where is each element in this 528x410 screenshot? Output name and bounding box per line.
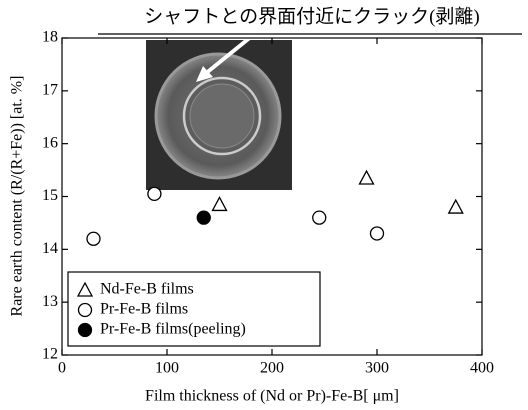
x-tick-label: 200: [260, 360, 284, 377]
marker-triangle: [447, 198, 464, 214]
legend-label: Nd-Fe-B films: [100, 281, 194, 298]
y-tick-label: 16: [42, 134, 58, 151]
marker-triangle: [76, 281, 94, 297]
legend-label: Pr-Fe-B films: [100, 301, 188, 318]
marker-circle: [312, 210, 327, 225]
y-tick-label: 15: [42, 187, 58, 204]
x-tick-label: 400: [470, 360, 494, 377]
x-axis-label: Film thickness of (Nd or Pr)-Fe-B[ μm]: [145, 388, 399, 405]
marker-circle: [86, 231, 101, 246]
marker-circle: [147, 186, 162, 202]
x-tick-label: 300: [365, 360, 389, 377]
legend-label: Pr-Fe-B films(peeling): [100, 321, 246, 338]
marker-triangle: [211, 196, 228, 212]
marker-circle: [369, 226, 385, 241]
arrow-head: [196, 66, 213, 82]
y-tick-label: 17: [42, 82, 58, 99]
y-tick-label: 12: [42, 346, 58, 363]
legend: [67, 271, 321, 347]
y-tick-label: 13: [42, 293, 58, 310]
y-axis-label: Rare earth content (R/(R+Fe)) [at. %]: [9, 76, 26, 317]
marker-circle: [77, 302, 93, 318]
x-tick-label: 0: [58, 360, 66, 377]
marker-circle: [77, 322, 93, 338]
y-tick-label: 18: [42, 29, 58, 46]
marker-triangle: [358, 169, 375, 185]
x-tick-label: 100: [155, 360, 179, 377]
annotation: シャフトとの界面付近にクラック(剥離): [144, 5, 479, 27]
marker-circle: [196, 210, 211, 225]
annotation-arrow: [203, 34, 254, 76]
y-tick-label: 14: [42, 240, 58, 257]
